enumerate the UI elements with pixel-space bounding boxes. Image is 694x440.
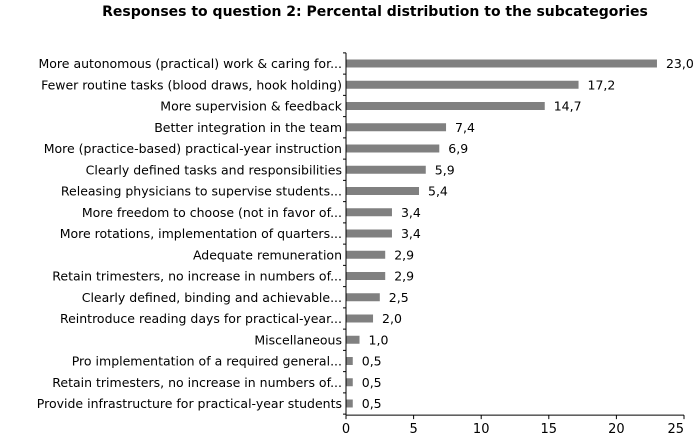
value-label-1: 17,2 [588, 77, 616, 92]
x-axis: 0 5 10 15 20 25 [342, 52, 685, 437]
category-labels-group: More autonomous (practical) work & carin… [37, 56, 343, 411]
x-tick-label-4: 20 [608, 422, 625, 437]
value-label-10: 2,9 [394, 269, 414, 284]
bar-15 [346, 378, 353, 387]
category-label-12: Reintroduce reading days for practical-y… [60, 311, 342, 326]
value-label-0: 23,0 [666, 56, 694, 71]
value-label-16: 0,5 [362, 396, 382, 411]
value-label-4: 6,9 [448, 141, 468, 156]
bar-2 [346, 102, 545, 110]
category-label-16: Provide infrastructure for practical-yea… [37, 396, 342, 411]
chart-title: Responses to question 2: Percental distr… [102, 4, 648, 20]
value-label-11: 2,5 [389, 290, 409, 305]
bar-8 [346, 229, 392, 238]
value-label-15: 0,5 [362, 375, 382, 390]
bar-13 [346, 335, 360, 344]
category-label-14: Pro implementation of a required general… [72, 354, 342, 369]
category-label-0: More autonomous (practical) work & carin… [39, 56, 343, 71]
value-label-12: 2,0 [382, 311, 402, 326]
bar-10 [346, 272, 386, 280]
bar-6 [346, 187, 420, 195]
bar-9 [346, 250, 386, 259]
bars-group [346, 59, 657, 408]
value-label-13: 1,0 [369, 332, 389, 347]
bar-12 [346, 314, 374, 323]
value-label-7: 3,4 [401, 205, 421, 220]
bar-7 [346, 208, 392, 217]
category-label-15: Retain trimesters, no increase in number… [52, 375, 342, 390]
category-label-13: Miscellaneous [254, 332, 342, 347]
value-label-2: 14,7 [554, 99, 582, 114]
bar-11 [346, 293, 380, 302]
bar-4 [346, 144, 440, 153]
bar-3 [346, 123, 447, 132]
category-label-9: Adequate remuneration [193, 247, 342, 262]
bar-1 [346, 80, 579, 89]
category-label-3: Better integration in the team [154, 120, 342, 135]
bar-5 [346, 165, 426, 174]
x-tick-label-5: 25 [667, 422, 684, 437]
category-label-4: More (practice-based) practical-year ins… [44, 141, 342, 156]
x-tick-label-0: 0 [342, 422, 350, 437]
bar-0 [346, 59, 657, 68]
value-label-5: 5,9 [435, 162, 455, 177]
category-label-8: More rotations, implementation of quarte… [60, 226, 342, 241]
x-tick-label-2: 10 [473, 422, 490, 437]
value-label-6: 5,4 [428, 184, 448, 199]
category-label-5: Clearly defined tasks and responsibiliti… [86, 162, 342, 177]
category-label-2: More supervision & feedback [160, 99, 342, 114]
category-label-1: Fewer routine tasks (blood draws, hook h… [41, 77, 342, 92]
value-label-9: 2,9 [394, 247, 414, 262]
category-label-11: Clearly defined, binding and achievable.… [82, 290, 342, 305]
value-label-8: 3,4 [401, 226, 421, 241]
value-label-3: 7,4 [455, 120, 475, 135]
x-tick-label-1: 5 [409, 422, 417, 437]
bar-16 [346, 399, 353, 408]
category-label-6: Releasing physicians to supervise studen… [61, 184, 342, 199]
value-label-14: 0,5 [362, 354, 382, 369]
x-tick-label-3: 15 [541, 422, 558, 437]
category-label-7: More freedom to choose (not in favor of.… [82, 205, 342, 220]
value-labels-group: 23,0 17,2 14,7 7,4 6,9 5,9 5,4 3,4 3,4 2,9 2,9 2,5 2… [362, 56, 694, 411]
bar-14 [346, 357, 353, 365]
category-label-10: Retain trimesters, no increase in number… [52, 269, 342, 284]
